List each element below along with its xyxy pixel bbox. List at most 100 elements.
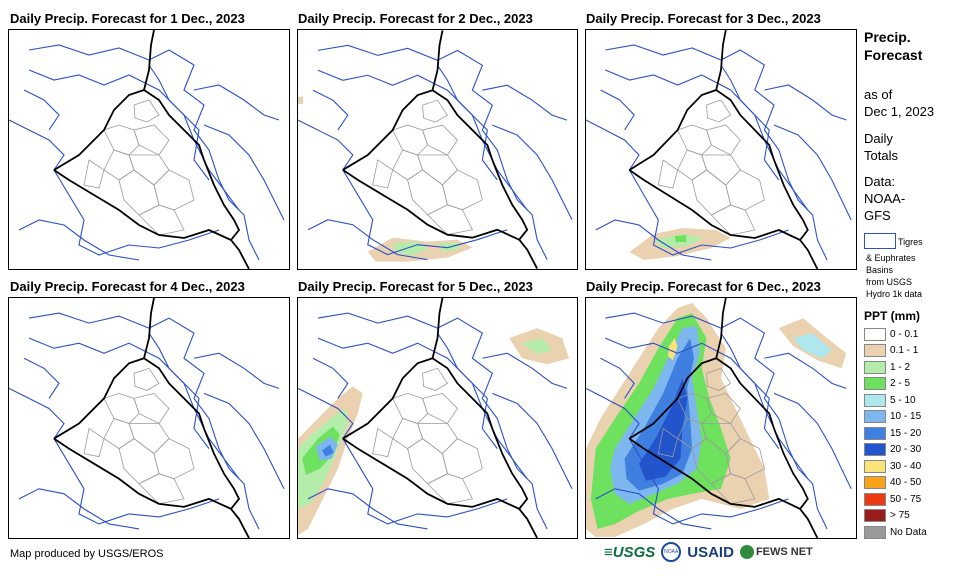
admin-boundary — [706, 124, 741, 156]
admin-boundary — [426, 473, 473, 505]
usgs-logo: ≡USGS — [604, 543, 656, 561]
basin-outline — [312, 357, 349, 399]
basin-outline — [437, 332, 528, 480]
legend-swatch — [864, 443, 886, 457]
precip-legend: 0 - 0.1 0.1 - 1 1 - 2 2 - 5 5 - 10 10 - … — [864, 326, 927, 541]
admin-boundary — [153, 169, 195, 211]
admin-boundary — [710, 204, 756, 236]
map-svg-day1 — [9, 30, 285, 269]
basin-outline — [482, 84, 568, 121]
precip-area — [522, 338, 553, 355]
basin-legend-swatch — [864, 233, 896, 249]
country-border — [431, 30, 444, 91]
legend-swatch — [864, 459, 886, 473]
legend-label: 30 - 40 — [890, 460, 922, 472]
legend-swatch — [864, 360, 886, 374]
basin-outline — [23, 357, 60, 399]
admin-boundary — [422, 124, 458, 156]
admin-boundary — [372, 427, 394, 458]
sidebar-title-line2: Forecast — [864, 47, 923, 63]
noaa-logo-text: NOAA — [664, 549, 679, 555]
admin-boundary — [677, 124, 712, 156]
admin-boundary — [83, 159, 105, 189]
data-source-line2: NOAA- — [864, 191, 906, 206]
panel-title-day6: Daily Precip. Forecast for 6 Dec., 2023 — [586, 279, 821, 294]
fews-net-text: FEWS NET — [755, 546, 813, 558]
admin-boundary — [103, 124, 140, 156]
basin-outline — [773, 124, 852, 221]
partner-logos: ≡USGS NOAA USAID FEWS NET — [604, 542, 813, 562]
data-source-label: Data: — [864, 174, 896, 189]
basin-outline — [298, 387, 508, 525]
admin-boundary — [392, 124, 428, 156]
legend-item: 20 - 30 — [864, 442, 927, 459]
as-of-date: Dec 1, 2023 — [864, 104, 935, 119]
legend-item: No Data — [864, 524, 927, 541]
basin-legend-label: Tigres — [898, 237, 923, 247]
legend-item: 40 - 50 — [864, 475, 927, 492]
map-panel-day6 — [585, 297, 857, 539]
admin-boundary — [706, 392, 741, 425]
basin-outline — [23, 89, 60, 131]
basin-outline — [600, 89, 635, 131]
legend-item: 0.1 - 1 — [864, 343, 927, 360]
country-border — [518, 508, 538, 538]
admin-boundary — [417, 423, 458, 455]
country-border — [628, 169, 801, 241]
legend-label: 5 - 10 — [890, 394, 916, 406]
basin-outline — [18, 219, 140, 261]
country-border — [230, 239, 250, 269]
country-border — [342, 357, 529, 510]
precip-area — [667, 338, 678, 361]
precip-area — [321, 444, 334, 457]
fews-globe-icon — [739, 545, 754, 559]
usaid-logo: USAID — [687, 543, 734, 561]
country-border — [342, 89, 529, 241]
totals-line2: Totals — [864, 148, 898, 163]
legend-label: 50 - 75 — [890, 493, 922, 505]
map-svg-day5 — [298, 298, 573, 538]
precip-area — [298, 96, 303, 105]
legend-swatch — [864, 344, 886, 358]
country-border — [143, 30, 155, 91]
admin-boundary — [442, 169, 483, 211]
basin-outline — [298, 119, 508, 256]
legend-item: 1 - 2 — [864, 359, 927, 376]
map-panel-day5 — [297, 297, 578, 539]
basin-outline — [18, 488, 140, 530]
data-source-line3: GFS — [864, 208, 891, 223]
country-border — [143, 298, 155, 359]
country-border — [53, 89, 241, 241]
legend-swatch — [864, 509, 886, 523]
panel-title-day4: Daily Precip. Forecast for 4 Dec., 2023 — [10, 279, 245, 294]
admin-boundary — [422, 99, 449, 123]
admin-boundary — [138, 204, 185, 236]
basin-outline — [148, 64, 240, 211]
country-border — [628, 437, 801, 510]
panel-title-day1: Daily Precip. Forecast for 1 Dec., 2023 — [10, 11, 245, 26]
panel-title-day2: Daily Precip. Forecast for 2 Dec., 2023 — [298, 11, 533, 26]
basin-outline — [764, 352, 847, 389]
admin-boundary — [706, 367, 732, 391]
country-border — [628, 89, 809, 241]
legend-label: 0 - 0.1 — [890, 328, 919, 340]
admin-boundary — [657, 159, 679, 189]
map-svg-day2 — [298, 30, 573, 269]
legend-swatch — [864, 377, 886, 391]
country-border — [53, 437, 232, 510]
map-credit: Map produced by USGS/EROS — [10, 548, 164, 560]
precip-area — [793, 333, 832, 359]
as-of-label: as of — [864, 87, 893, 102]
noaa-logo: NOAA — [661, 542, 682, 562]
basin-outline — [307, 488, 428, 530]
admin-boundary — [153, 438, 195, 480]
map-panel-day3 — [585, 29, 857, 270]
country-border — [230, 508, 250, 538]
sidebar-title: Precip. Forecast — [864, 28, 922, 64]
admin-boundary — [710, 473, 756, 505]
legend-item: 0 - 0.1 — [864, 326, 927, 343]
admin-boundary — [103, 392, 140, 424]
basin-outline — [720, 332, 809, 480]
basin-outline — [193, 84, 280, 121]
legend-label: 15 - 20 — [890, 427, 922, 439]
